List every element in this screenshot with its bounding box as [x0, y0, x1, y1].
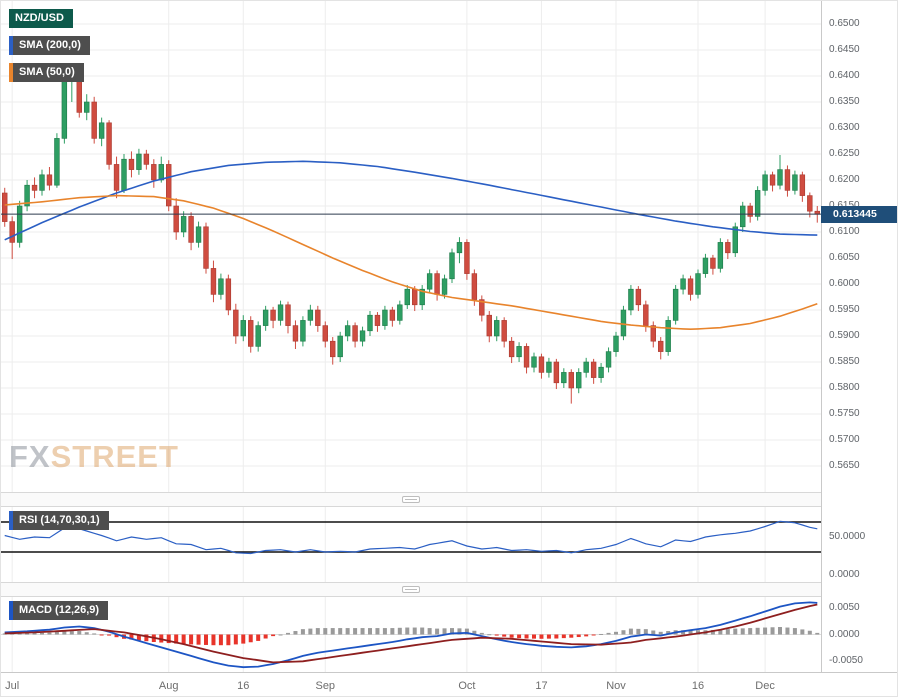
price-axis[interactable]: 0.6500 0.6450 0.6400 0.6350 0.6300 0.6250 0.62… — [821, 1, 897, 672]
rsi-legend[interactable]: RSI (14,70,30,1) — [9, 511, 109, 530]
time-tick-label: Nov — [606, 680, 626, 692]
macd-legend[interactable]: MACD (12,26,9) — [9, 601, 109, 620]
price-tick-label: 0.0050 — [829, 601, 860, 613]
price-tick-label: 0.6250 — [829, 148, 860, 159]
time-tick-label: 16 — [691, 680, 705, 692]
price-tick-label: 0.5750 — [829, 408, 860, 419]
time-tick-label: Dec — [755, 680, 775, 692]
resize-grip-icon[interactable] — [402, 496, 420, 503]
price-tick-label: 0.5850 — [829, 356, 860, 367]
panel-divider-rsi-macd[interactable] — [1, 582, 897, 597]
price-tick-label: -0.0050 — [829, 655, 863, 667]
panel-divider-main-rsi[interactable] — [1, 492, 897, 507]
price-tick-label: 0.5950 — [829, 304, 860, 315]
fxstreet-watermark: FXSTREET — [9, 439, 179, 475]
resize-grip-icon[interactable] — [402, 586, 420, 593]
watermark-fx-text: FX — [9, 439, 51, 474]
time-tick-label: 16 — [237, 680, 250, 692]
sma50-legend[interactable]: SMA (50,0) — [9, 63, 84, 82]
watermark-street-text: STREET — [50, 439, 179, 474]
time-tick-label: 17 — [535, 680, 548, 692]
price-tick-label: 0.5700 — [829, 434, 860, 445]
price-tick-label: 0.6050 — [829, 252, 860, 263]
price-tick-label: 0.6450 — [829, 44, 860, 55]
current-price-badge: 0.613445 — [821, 206, 897, 223]
price-tick-label: 0.0000 — [829, 628, 860, 640]
price-tick-label: 0.5900 — [829, 330, 860, 341]
price-tick-label: 0.6500 — [829, 18, 860, 29]
price-tick-label: 0.6100 — [829, 226, 860, 237]
sma200-line — [4, 160, 818, 241]
price-tick-label: 0.6400 — [829, 70, 860, 81]
price-tick-label: 0.6300 — [829, 122, 860, 133]
vertical-gridlines — [11, 507, 766, 582]
price-tick-label: 0.5800 — [829, 382, 860, 393]
price-tick-label: 0.6000 — [829, 278, 860, 289]
macd-line — [4, 601, 818, 669]
rsi-panel[interactable]: RSI (14,70,30,1) — [1, 507, 821, 582]
time-axis[interactable]: Jul Aug 16 Sep Oct 17 Nov 16 Dec — [1, 672, 897, 696]
price-tick-label: 0.6150 — [829, 200, 860, 211]
price-tick-label: 0.6200 — [829, 174, 860, 185]
rsi-canvas[interactable] — [1, 507, 821, 582]
main-chart-canvas[interactable] — [1, 1, 821, 492]
main-legend-stack: NZD/USD SMA (200,0) SMA (50,0) — [9, 9, 90, 82]
candles-layer — [2, 68, 820, 404]
price-tick-label: 0.5650 — [829, 460, 860, 471]
price-tick-label: 50.0000 — [829, 531, 866, 542]
time-tick-label: Jul — [5, 680, 20, 692]
macd-signal-line — [4, 603, 818, 664]
price-tick-label: 0.6350 — [829, 96, 860, 107]
main-chart-panel[interactable]: NZD/USD SMA (200,0) SMA (50,0) FXSTREET — [1, 1, 821, 492]
symbol-legend[interactable]: NZD/USD — [9, 9, 73, 28]
time-tick-label: Sep — [315, 680, 336, 692]
time-tick-label: Oct — [458, 680, 476, 692]
sma50-line — [4, 194, 818, 331]
vertical-gridlines — [11, 1, 766, 492]
macd-canvas[interactable] — [1, 597, 821, 672]
sma200-legend[interactable]: SMA (200,0) — [9, 36, 90, 55]
rsi-line — [4, 520, 818, 555]
macd-panel[interactable]: MACD (12,26,9) — [1, 597, 821, 672]
price-tick-label: 0.0000 — [829, 568, 860, 580]
time-tick-label: Aug — [158, 680, 179, 692]
